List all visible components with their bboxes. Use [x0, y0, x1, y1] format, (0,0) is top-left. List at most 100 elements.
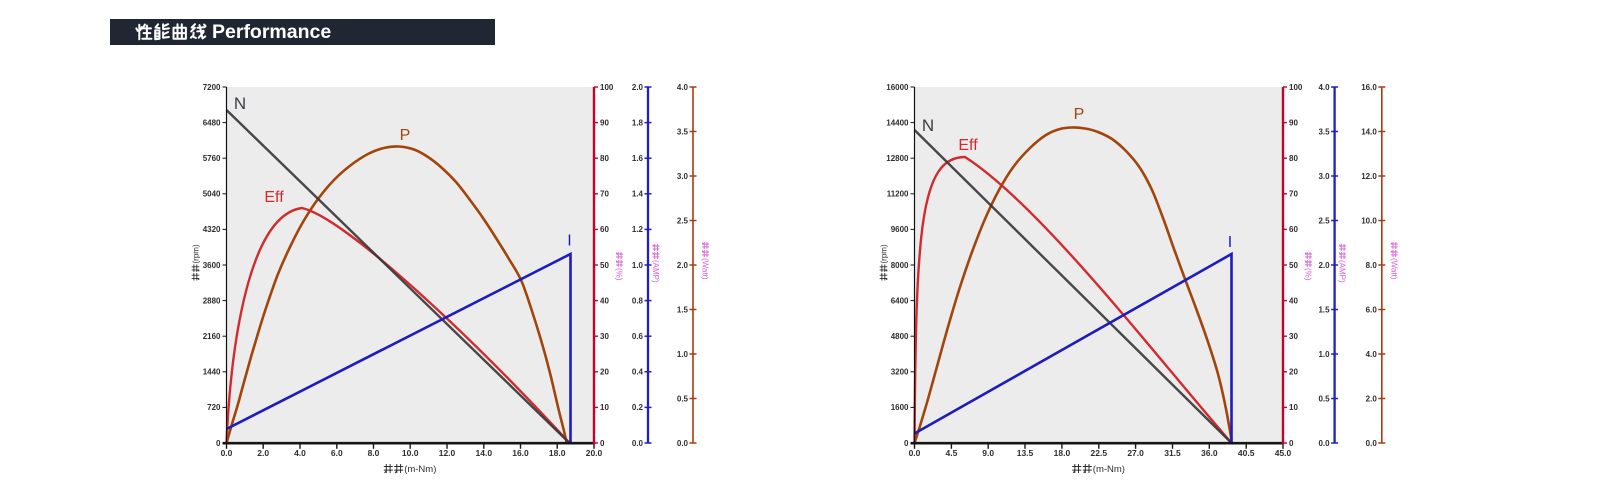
svg-text:4.0: 4.0	[677, 83, 689, 92]
svg-text:10: 10	[1289, 403, 1298, 412]
svg-text:4800: 4800	[891, 332, 909, 341]
svg-text:N: N	[922, 116, 934, 135]
svg-text:40.5: 40.5	[1238, 448, 1255, 458]
svg-text:100: 100	[600, 83, 614, 92]
svg-text:(%): (%)	[615, 268, 624, 281]
svg-text:4.0: 4.0	[1366, 350, 1378, 359]
svg-text:0.0: 0.0	[1366, 439, 1378, 448]
svg-text:12.0: 12.0	[1361, 172, 1377, 181]
svg-text:4320: 4320	[203, 225, 221, 234]
svg-text:10: 10	[600, 403, 609, 412]
svg-text:1.0: 1.0	[1318, 350, 1330, 359]
svg-text:N: N	[234, 94, 246, 113]
svg-text:7200: 7200	[203, 83, 221, 92]
svg-text:60: 60	[1289, 225, 1298, 234]
svg-text:16.0: 16.0	[512, 448, 529, 458]
svg-text:9.0: 9.0	[982, 448, 994, 458]
svg-text:0.0: 0.0	[677, 439, 689, 448]
svg-text:Eff: Eff	[958, 137, 978, 154]
svg-text:0.4: 0.4	[632, 368, 644, 377]
svg-text:0.6: 0.6	[632, 332, 644, 341]
svg-text:0.8: 0.8	[632, 296, 644, 305]
svg-text:0.5: 0.5	[1318, 394, 1330, 403]
svg-text:I: I	[567, 233, 571, 250]
svg-text:90: 90	[600, 118, 609, 127]
svg-text:1.5: 1.5	[677, 305, 689, 314]
svg-text:2.0: 2.0	[677, 261, 689, 270]
svg-text:13.5: 13.5	[1017, 448, 1034, 458]
svg-text:2.0: 2.0	[1318, 261, 1330, 270]
svg-text:4.0: 4.0	[294, 448, 306, 458]
svg-text:0: 0	[904, 439, 909, 448]
svg-text:(m-Nm): (m-Nm)	[404, 464, 436, 475]
svg-text:18.0: 18.0	[549, 448, 566, 458]
svg-text:10.0: 10.0	[402, 448, 419, 458]
svg-text:100: 100	[1289, 83, 1303, 92]
svg-text:50: 50	[600, 261, 609, 270]
svg-text:50: 50	[1289, 261, 1298, 270]
svg-text:1440: 1440	[203, 368, 221, 377]
svg-text:0: 0	[600, 439, 605, 448]
svg-text:20: 20	[600, 368, 609, 377]
svg-text:1.6: 1.6	[632, 154, 644, 163]
svg-text:2.5: 2.5	[677, 216, 689, 225]
svg-text:(AMP): (AMP)	[1338, 260, 1347, 283]
svg-text:6.0: 6.0	[1366, 305, 1378, 314]
svg-text:P: P	[400, 127, 411, 144]
svg-text:9600: 9600	[891, 225, 909, 234]
svg-text:36.0: 36.0	[1201, 448, 1218, 458]
svg-text:2.0: 2.0	[257, 448, 269, 458]
svg-text:6.0: 6.0	[331, 448, 343, 458]
svg-text:16.0: 16.0	[1361, 83, 1377, 92]
svg-text:0.0: 0.0	[221, 448, 233, 458]
svg-text:27.0: 27.0	[1127, 448, 1144, 458]
svg-text:12800: 12800	[886, 154, 909, 163]
svg-text:1.8: 1.8	[632, 118, 644, 127]
svg-text:6400: 6400	[891, 296, 909, 305]
svg-text:70: 70	[1289, 190, 1298, 199]
svg-text:4.5: 4.5	[945, 448, 957, 458]
svg-text:20: 20	[1289, 368, 1298, 377]
svg-text:80: 80	[1289, 154, 1298, 163]
svg-text:(%): (%)	[1304, 268, 1313, 281]
svg-text:8.0: 8.0	[368, 448, 380, 458]
svg-text:12.0: 12.0	[439, 448, 456, 458]
svg-text:5760: 5760	[203, 154, 221, 163]
svg-text:3.0: 3.0	[677, 172, 689, 181]
svg-text:1600: 1600	[891, 403, 909, 412]
svg-text:1.0: 1.0	[632, 261, 644, 270]
svg-text:14.0: 14.0	[476, 448, 493, 458]
svg-text:22.5: 22.5	[1091, 448, 1108, 458]
svg-text:16000: 16000	[886, 83, 909, 92]
svg-text:(AMP): (AMP)	[651, 260, 660, 283]
svg-text:60: 60	[600, 225, 609, 234]
svg-text:3200: 3200	[891, 368, 909, 377]
svg-text:14.0: 14.0	[1361, 127, 1377, 136]
svg-text:1.2: 1.2	[632, 225, 644, 234]
svg-text:2880: 2880	[203, 296, 221, 305]
svg-text:I: I	[1228, 234, 1232, 251]
svg-text:0.5: 0.5	[677, 394, 689, 403]
svg-text:Eff: Eff	[264, 189, 284, 206]
svg-text:5040: 5040	[203, 190, 221, 199]
svg-text:10.0: 10.0	[1361, 216, 1377, 225]
svg-text:1.4: 1.4	[632, 190, 644, 199]
svg-text:(m-Nm): (m-Nm)	[1093, 464, 1125, 475]
svg-text:80: 80	[600, 154, 609, 163]
svg-text:20.0: 20.0	[586, 448, 603, 458]
svg-text:3600: 3600	[203, 261, 221, 270]
svg-text:31.5: 31.5	[1164, 448, 1181, 458]
svg-text:3.0: 3.0	[1318, 172, 1330, 181]
svg-text:0.2: 0.2	[632, 403, 644, 412]
svg-text:2160: 2160	[203, 332, 221, 341]
svg-text:8000: 8000	[891, 261, 909, 270]
svg-text:(Watt): (Watt)	[1389, 258, 1398, 280]
svg-text:2.0: 2.0	[1366, 394, 1378, 403]
svg-text:90: 90	[1289, 118, 1298, 127]
svg-text:2.5: 2.5	[1318, 216, 1330, 225]
svg-text:40: 40	[600, 296, 609, 305]
svg-text:2.0: 2.0	[632, 83, 644, 92]
svg-text:0.0: 0.0	[909, 448, 921, 458]
svg-text:6480: 6480	[203, 118, 221, 127]
svg-text:3.5: 3.5	[1318, 127, 1330, 136]
